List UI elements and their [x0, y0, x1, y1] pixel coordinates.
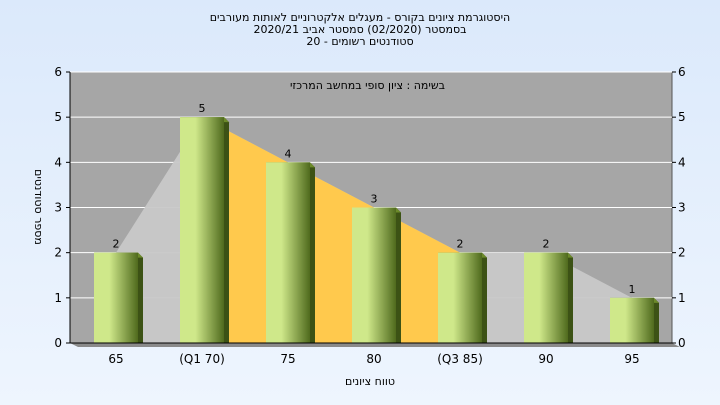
y-tick-label-left: 1: [54, 291, 62, 305]
y-tick-label-left: 4: [54, 155, 62, 169]
bar-side: [138, 252, 143, 343]
bar: [94, 252, 138, 343]
x-axis-label: טווח ציונים: [345, 375, 395, 388]
bar: [352, 207, 396, 343]
bar-value-label: 2: [113, 238, 120, 251]
x-tick-label: (Q3 85): [437, 352, 483, 366]
bar-value-label: 1: [629, 283, 636, 296]
plot-floor: [70, 343, 680, 347]
bar: [180, 117, 224, 344]
x-tick-label: (Q1 70): [179, 352, 225, 366]
bar-value-label: 5: [199, 102, 206, 115]
bar: [438, 252, 482, 343]
bar-value-label: 4: [285, 147, 292, 160]
x-tick-label: 90: [538, 352, 553, 366]
y-tick-label-right: 6: [678, 65, 686, 79]
x-tick-label: 65: [108, 352, 123, 366]
y-tick-label-right: 1: [678, 291, 686, 305]
bar: [266, 162, 310, 343]
bar-value-label: 3: [371, 193, 378, 206]
bar-side: [310, 162, 315, 343]
chart-title-line-1: היסטוגרמת ציונים בקורס - מעגלים אלקטרוני…: [210, 11, 510, 24]
bar: [610, 297, 654, 343]
bar-value-label: 2: [543, 238, 550, 251]
y-tick-label-left: 3: [54, 201, 62, 215]
bar-side: [568, 252, 573, 343]
y-tick-label-right: 0: [678, 336, 686, 350]
bar: [524, 252, 568, 343]
chart-title-line-2: בסמסטר (02/2020) סמסטר אביב 2020/21: [253, 23, 466, 36]
bar-side: [396, 207, 401, 343]
bar-side: [482, 252, 487, 343]
x-tick-label: 80: [366, 352, 381, 366]
plot-area: 0 0 1 1 2 2 3 3 4 4 5 5 6 6 2 65 5 (Q1 70) 4 75 3 80 2 (Q3 85) 2…: [54, 65, 685, 366]
x-tick-label: 75: [280, 352, 295, 366]
bar-side: [224, 117, 229, 344]
chart-title-line-3: סטודנטים רשומים - 20: [306, 35, 413, 48]
y-tick-label-right: 3: [678, 201, 686, 215]
bar-value-label: 2: [457, 238, 464, 251]
y-tick-label-left: 5: [54, 110, 62, 124]
y-tick-label-right: 5: [678, 110, 686, 124]
chart-title: היסטוגרמת ציונים בקורס - מעגלים אלקטרוני…: [210, 11, 510, 48]
x-tick-label: 95: [624, 352, 639, 366]
chart-annotation: בשימה : ציון סופי במחשב המרכזי: [290, 79, 445, 92]
y-tick-label-right: 4: [678, 155, 686, 169]
y-tick-label-left: 0: [54, 336, 62, 350]
bar-side: [654, 297, 659, 343]
y-axis-label: מספר סטודנטים: [32, 169, 45, 245]
y-tick-label-right: 2: [678, 246, 686, 260]
y-tick-label-left: 6: [54, 65, 62, 79]
y-tick-label-left: 2: [54, 246, 62, 260]
